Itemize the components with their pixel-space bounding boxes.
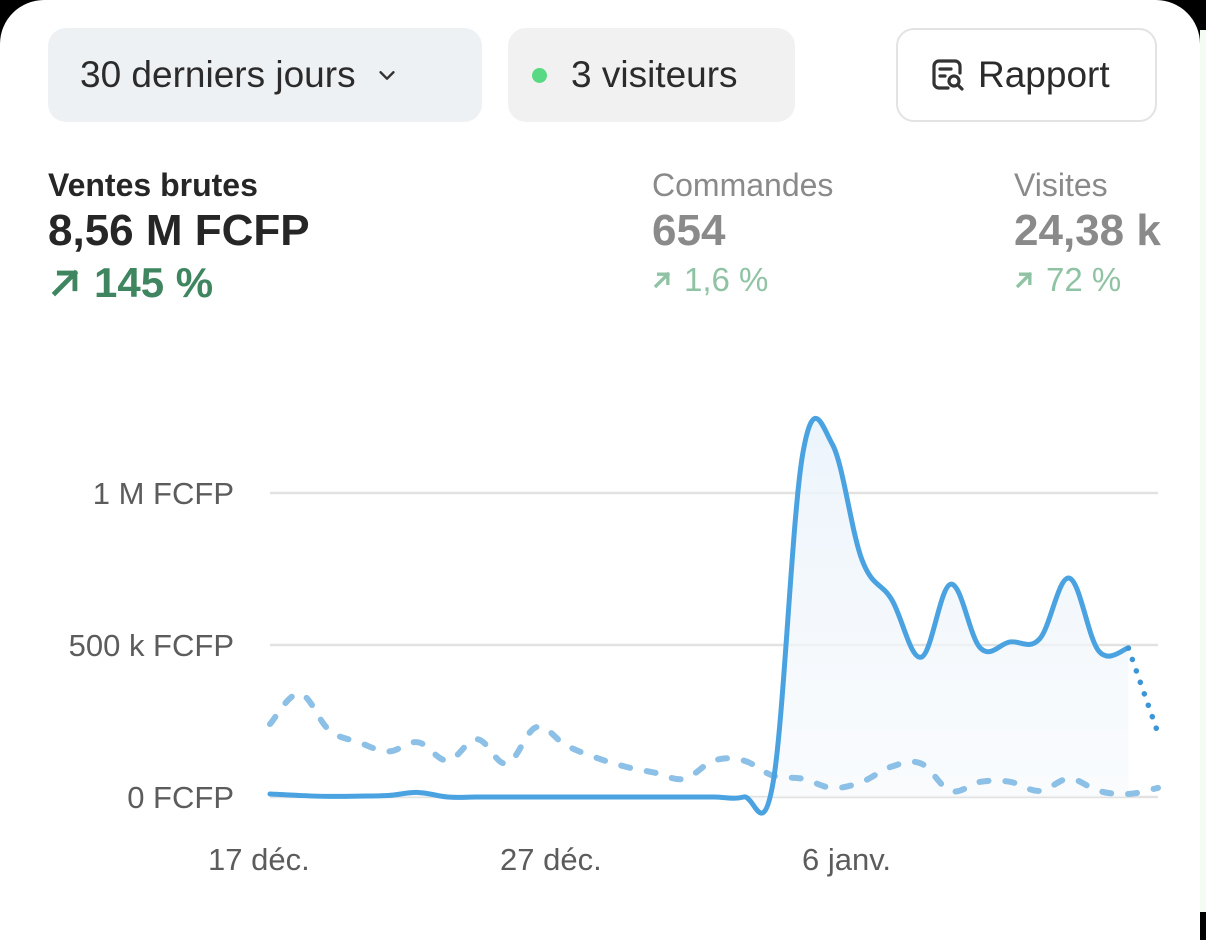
metric-value: 8,56 M FCFP (48, 206, 310, 255)
metric-delta: 1,6 % (652, 258, 833, 302)
metric-visits[interactable]: Visites 24,38 k 72 % (1014, 166, 1161, 302)
y-tick-label: 1 M FCFP (92, 476, 234, 511)
metric-value: 24,38 k (1014, 206, 1161, 255)
metric-delta: 72 % (1014, 258, 1161, 302)
y-tick-label: 0 FCFP (127, 780, 234, 815)
previous-period-line (267, 690, 1161, 798)
metric-delta-value: 145 % (94, 259, 214, 306)
x-tick-label: 17 déc. (208, 842, 310, 877)
metric-gross-sales[interactable]: Ventes brutes 8,56 M FCFP 145 % (48, 166, 310, 308)
metric-orders[interactable]: Commandes 654 1,6 % (652, 166, 833, 302)
arrow-up-right-icon (653, 271, 671, 289)
metric-label: Commandes (652, 167, 834, 203)
date-range-dropdown[interactable]: 30 derniers jours (48, 28, 482, 122)
sales-line-chart[interactable] (0, 0, 1200, 912)
metric-label: Visites (1014, 167, 1108, 203)
current-period-area (270, 418, 1129, 814)
report-button[interactable]: Rapport (896, 28, 1157, 122)
edge-strip (1200, 30, 1206, 912)
x-tick-label: 27 déc. (500, 842, 602, 877)
visitors-label: 3 visiteurs (571, 54, 738, 95)
live-visitors-button[interactable]: 3 visiteurs (508, 28, 795, 122)
live-status-dot-icon (532, 67, 547, 83)
metric-delta-value: 72 % (1046, 261, 1122, 298)
date-range-label: 30 derniers jours (80, 54, 356, 95)
current-period-incomplete-line (1125, 645, 1161, 736)
report-label: Rapport (978, 54, 1110, 95)
report-search-icon (932, 59, 964, 91)
y-tick-label: 500 k FCFP (68, 628, 234, 663)
metric-delta: 145 % (48, 258, 310, 308)
x-tick-label: 6 janv. (802, 842, 892, 877)
metric-value: 654 (652, 206, 726, 255)
metric-delta-value: 1,6 % (684, 261, 769, 298)
arrow-up-right-icon (51, 269, 79, 297)
arrow-up-right-icon (1015, 271, 1033, 289)
chevron-down-icon (378, 71, 395, 80)
metric-label: Ventes brutes (48, 167, 258, 203)
current-period-line (267, 415, 1131, 816)
